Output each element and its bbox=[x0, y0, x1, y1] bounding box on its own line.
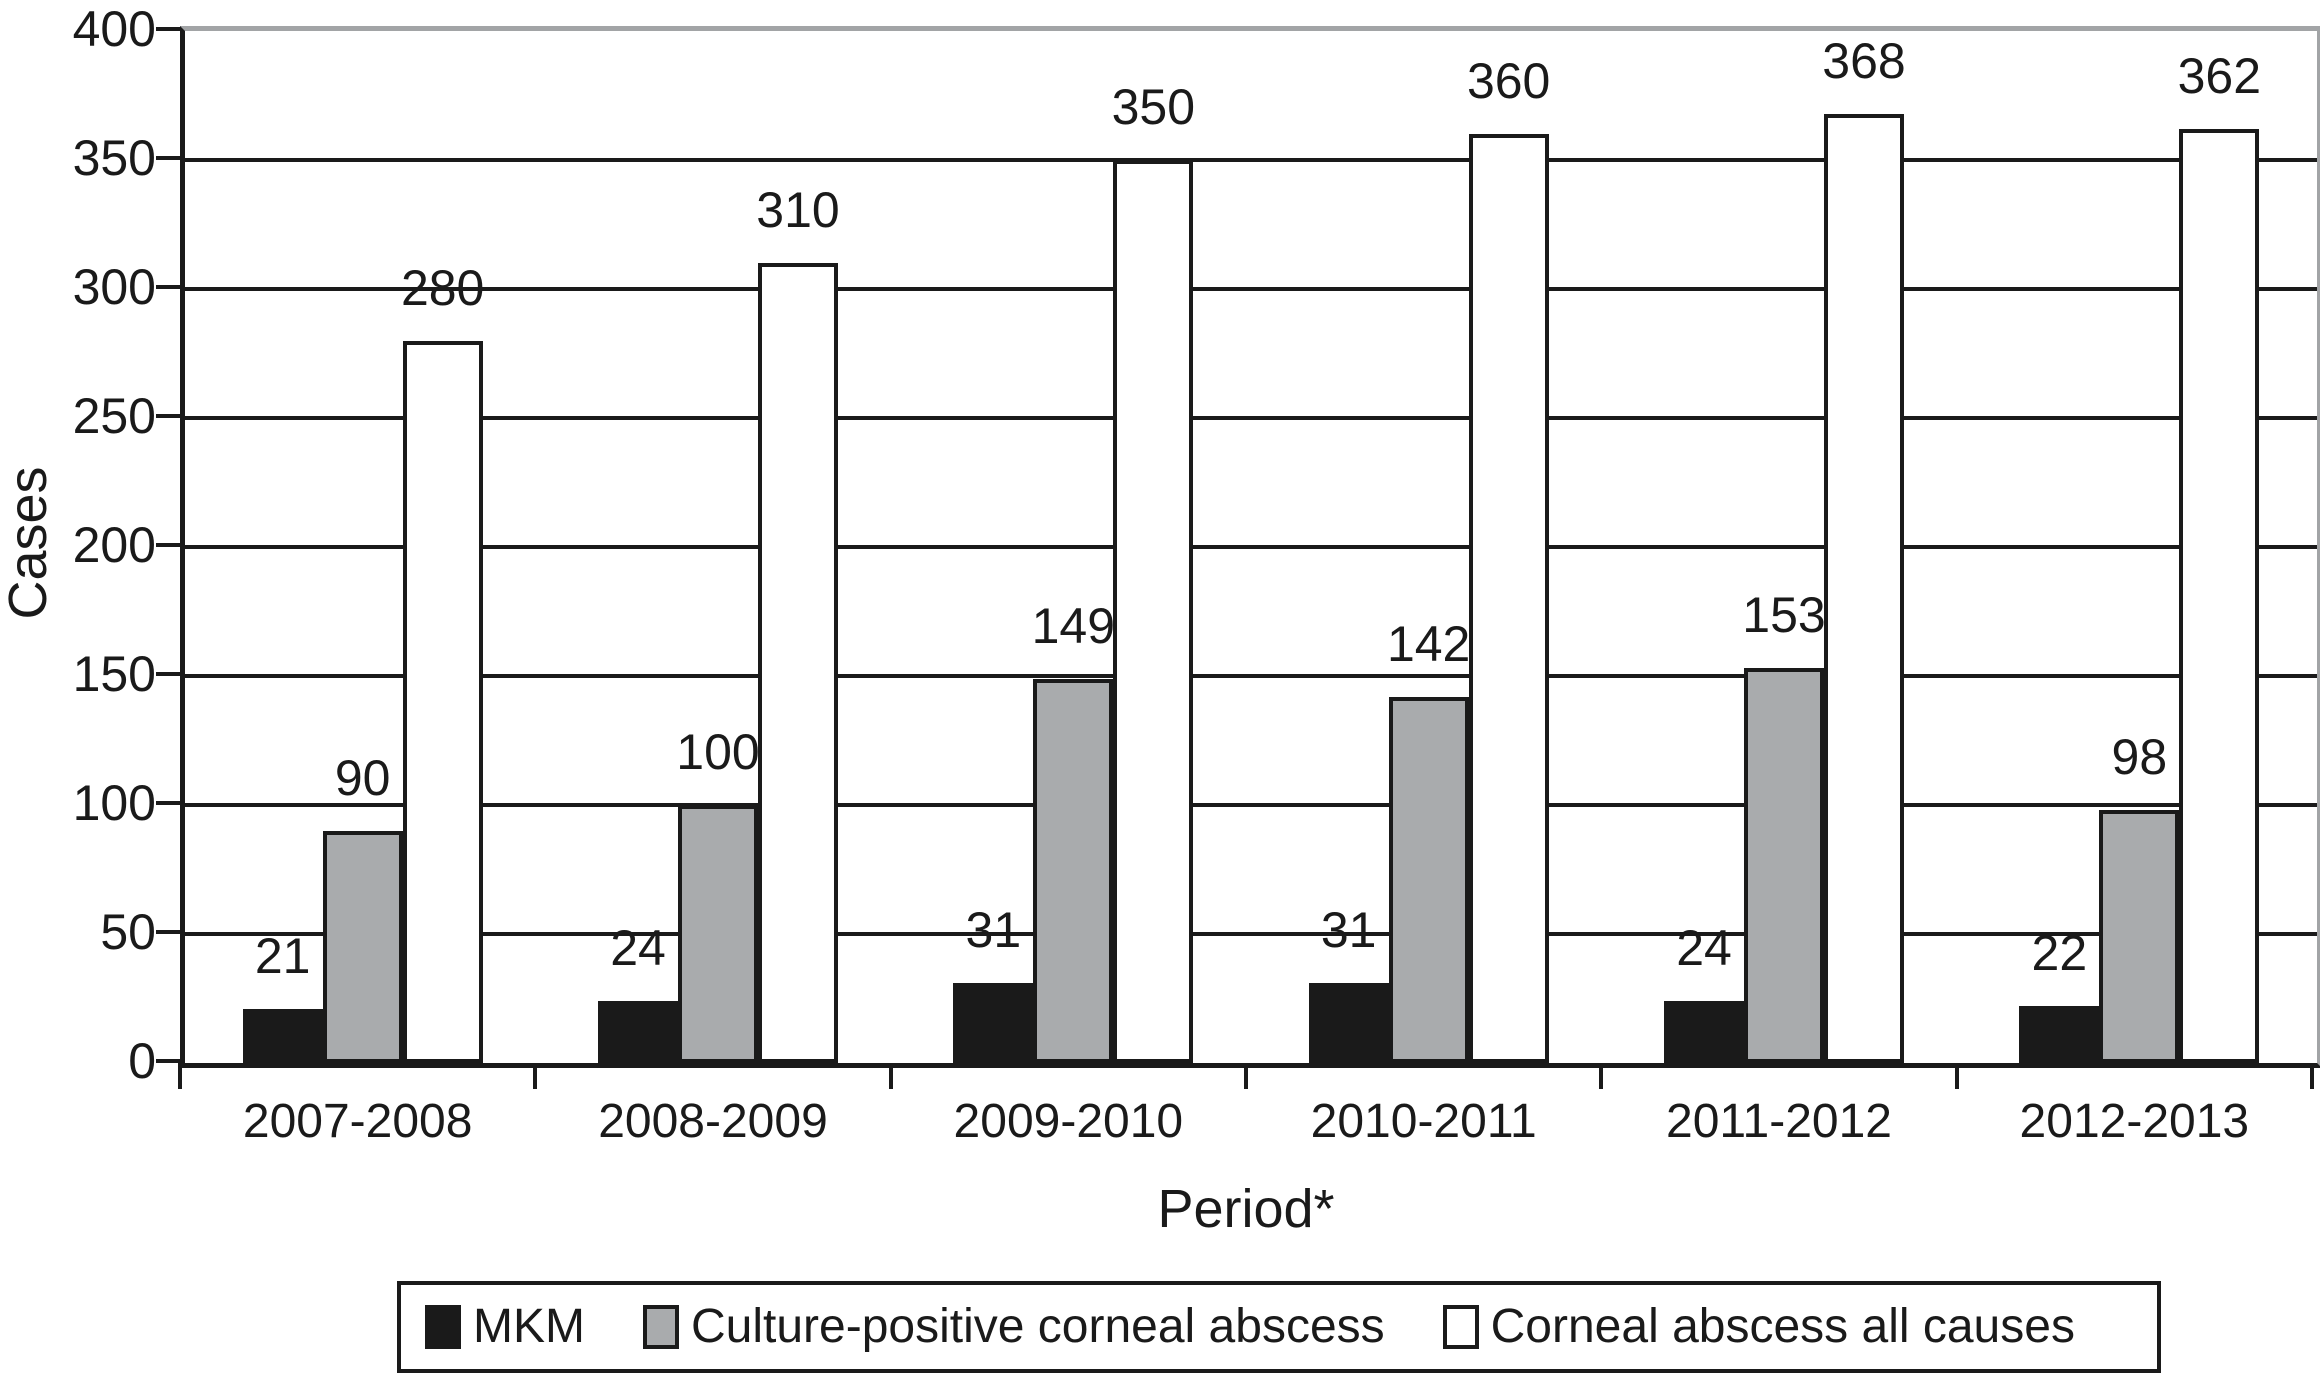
bar-value-label: 31 bbox=[1320, 902, 1377, 959]
bar-culture-positive-corneal-abscess-2012-2013 bbox=[2099, 810, 2180, 1063]
gridline bbox=[185, 932, 2317, 936]
gridline bbox=[185, 416, 2317, 420]
y-tick bbox=[156, 543, 180, 547]
y-tick-label: 150 bbox=[72, 646, 156, 702]
bar-value-label: 362 bbox=[2177, 48, 2262, 105]
bar-corneal-abscess-all-causes-2007-2008 bbox=[402, 340, 483, 1063]
bar-corneal-abscess-all-causes-2011-2012 bbox=[1824, 113, 1904, 1063]
y-tick-label: 100 bbox=[72, 775, 156, 831]
bar-corneal-abscess-all-causes-2012-2013 bbox=[2179, 129, 2260, 1063]
gridline bbox=[185, 674, 2317, 678]
legend-entry: MKM bbox=[425, 1303, 585, 1351]
x-tick bbox=[888, 1063, 893, 1089]
x-tick bbox=[1954, 1063, 1959, 1089]
bar-corneal-abscess-all-causes-2009-2010 bbox=[1113, 160, 1194, 1063]
gridline bbox=[185, 158, 2317, 162]
bar-value-label: 350 bbox=[1111, 79, 1196, 135]
bar-culture-positive-corneal-abscess-2008-2009 bbox=[678, 805, 758, 1063]
bar-value-label: 142 bbox=[1386, 615, 1471, 672]
legend-swatch-mkm bbox=[425, 1305, 461, 1349]
bar-value-label: 360 bbox=[1466, 53, 1551, 110]
y-tick bbox=[156, 285, 180, 289]
y-tick bbox=[156, 930, 180, 934]
legend-label: Corneal abscess all causes bbox=[1490, 1300, 2075, 1353]
legend-swatch-corneal-abscess-all-causes bbox=[1442, 1305, 1479, 1349]
y-tick bbox=[156, 156, 180, 160]
legend-entry: Corneal abscess all causes bbox=[1442, 1300, 2075, 1353]
x-tick-label: 2011-2012 bbox=[1666, 1095, 1892, 1148]
y-tick bbox=[156, 27, 180, 31]
x-axis-title: Period* bbox=[1157, 1179, 1335, 1239]
bar-mkm-2011-2012 bbox=[1664, 1001, 1744, 1063]
y-tick-label: 400 bbox=[72, 1, 156, 57]
bar-value-label: 21 bbox=[254, 927, 311, 984]
bar-corneal-abscess-all-causes-2008-2009 bbox=[758, 263, 838, 1063]
bar-culture-positive-corneal-abscess-2011-2012 bbox=[1744, 668, 1824, 1063]
y-tick-label: 0 bbox=[128, 1033, 156, 1089]
y-tick-label: 50 bbox=[100, 904, 156, 960]
y-tick-label: 300 bbox=[72, 259, 156, 315]
gridline bbox=[185, 545, 2317, 549]
legend-entry: Culture-positive corneal abscess bbox=[642, 1300, 1385, 1353]
bar-mkm-2009-2010 bbox=[953, 983, 1034, 1063]
bar-mkm-2007-2008 bbox=[242, 1008, 323, 1063]
legend-label: MKM bbox=[473, 1300, 585, 1353]
x-tick-label: 2008-2009 bbox=[598, 1095, 828, 1148]
y-tick bbox=[156, 414, 180, 418]
bar-value-label: 153 bbox=[1742, 587, 1826, 644]
x-tick bbox=[178, 1063, 182, 1089]
y-tick-label: 250 bbox=[72, 388, 156, 444]
bar-value-label: 24 bbox=[1676, 920, 1732, 977]
bar-corneal-abscess-all-causes-2010-2011 bbox=[1468, 134, 1549, 1063]
bar-value-label: 280 bbox=[400, 259, 485, 316]
x-tick bbox=[2310, 1063, 2314, 1089]
y-tick bbox=[156, 801, 180, 805]
x-tick-label: 2007-2008 bbox=[242, 1095, 473, 1148]
legend: MKM Culture-positive corneal abscess Corne… bbox=[397, 1281, 2161, 1373]
bar-value-label: 90 bbox=[334, 749, 391, 806]
bar-culture-positive-corneal-abscess-2009-2010 bbox=[1033, 678, 1114, 1063]
y-tick bbox=[156, 1059, 180, 1063]
x-tick bbox=[1599, 1063, 1604, 1089]
y-tick-label: 350 bbox=[72, 130, 156, 186]
gridline bbox=[185, 803, 2317, 807]
y-tick bbox=[156, 672, 180, 676]
bar-value-label: 24 bbox=[610, 920, 666, 977]
bar-culture-positive-corneal-abscess-2010-2011 bbox=[1388, 696, 1469, 1063]
bar-value-label: 310 bbox=[756, 182, 840, 239]
bar-value-label: 98 bbox=[2111, 729, 2168, 786]
x-tick-label: 2010-2011 bbox=[1310, 1095, 1537, 1148]
x-tick bbox=[1244, 1063, 1248, 1089]
bar-value-label: 368 bbox=[1822, 32, 1906, 89]
y-tick-label: 200 bbox=[72, 517, 156, 573]
x-tick-label: 2009-2010 bbox=[953, 1095, 1184, 1148]
legend-label: Culture-positive corneal abscess bbox=[690, 1300, 1385, 1353]
legend-swatch-culture-positive-corneal-abscess bbox=[642, 1305, 679, 1349]
bar-mkm-2008-2009 bbox=[598, 1001, 678, 1063]
x-tick-label: 2012-2013 bbox=[2019, 1095, 2250, 1148]
bar-value-label: 149 bbox=[1031, 597, 1116, 654]
bar-value-label: 31 bbox=[965, 902, 1022, 959]
bar-culture-positive-corneal-abscess-2007-2008 bbox=[322, 830, 403, 1063]
bar-value-label: 22 bbox=[2031, 925, 2088, 982]
plot-area: 21 90 280 24 100 310 31 149 350 31 142 360 24 153 368 2… bbox=[180, 26, 2320, 1068]
bar-value-label: 100 bbox=[676, 724, 760, 780]
bar-mkm-2010-2011 bbox=[1308, 983, 1389, 1063]
bar-mkm-2012-2013 bbox=[2019, 1006, 2100, 1063]
gridline bbox=[185, 287, 2317, 291]
x-tick bbox=[533, 1063, 538, 1089]
